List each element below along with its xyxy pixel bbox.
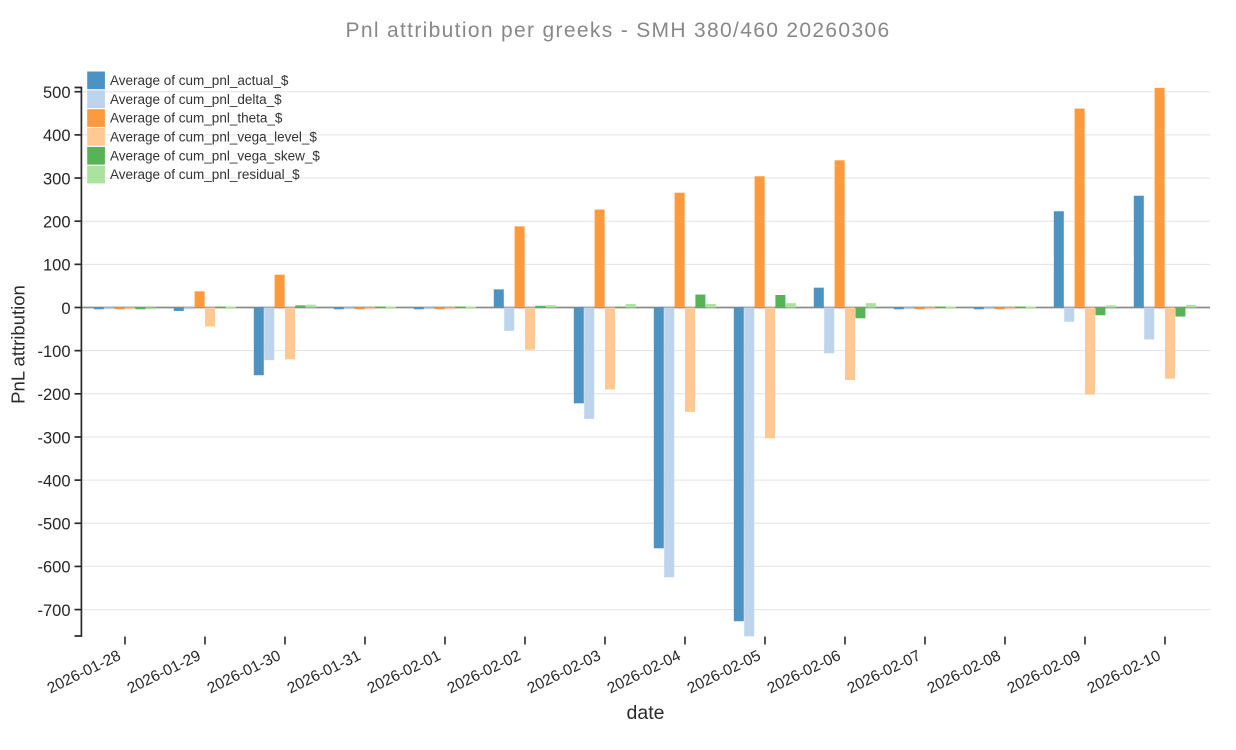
svg-text:-100: -100: [37, 343, 70, 361]
svg-text:300: 300: [43, 170, 71, 188]
svg-text:-300: -300: [37, 429, 70, 447]
svg-text:Pnl attribution per greeks - S: Pnl attribution per greeks - SMH 380/460…: [346, 19, 891, 42]
svg-text:-500: -500: [37, 516, 70, 534]
svg-text:-400: -400: [37, 472, 70, 490]
svg-text:-700: -700: [37, 602, 70, 620]
svg-text:400: 400: [43, 127, 71, 145]
svg-text:0: 0: [61, 300, 70, 318]
svg-text:Average of cum_pnl_vega_skew_$: Average of cum_pnl_vega_skew_$: [110, 148, 320, 163]
svg-text:500: 500: [43, 84, 71, 102]
svg-text:Average of cum_pnl_residual_$: Average of cum_pnl_residual_$: [110, 167, 300, 182]
svg-text:date: date: [627, 702, 665, 724]
svg-text:100: 100: [43, 257, 71, 275]
svg-text:Average of cum_pnl_theta_$: Average of cum_pnl_theta_$: [110, 111, 283, 126]
svg-text:-600: -600: [37, 559, 70, 577]
svg-text:Average of cum_pnl_actual_$: Average of cum_pnl_actual_$: [110, 73, 289, 88]
svg-text:Average of cum_pnl_delta_$: Average of cum_pnl_delta_$: [110, 92, 282, 107]
svg-text:200: 200: [43, 213, 71, 231]
svg-text:PnL attribution: PnL attribution: [8, 285, 29, 404]
svg-text:-200: -200: [37, 386, 70, 404]
svg-text:Average of cum_pnl_vega_level_: Average of cum_pnl_vega_level_$: [110, 129, 317, 144]
